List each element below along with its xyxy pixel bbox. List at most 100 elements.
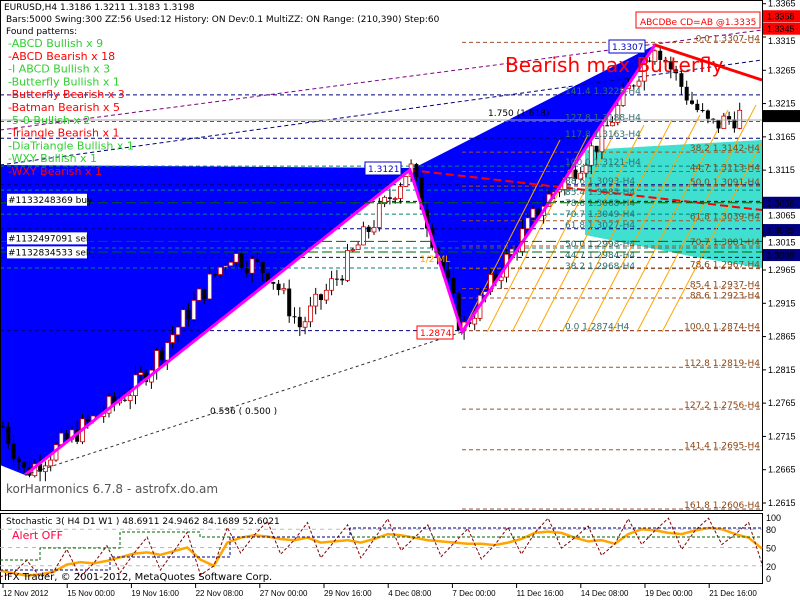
pattern-item[interactable]: -Butterfly Bullish x 1 xyxy=(8,75,120,88)
fib-left-label: 38.2 1.2968-H4 xyxy=(565,262,635,272)
candle-body xyxy=(668,61,673,70)
fib-left-label: 44.7 1.2984-H4 xyxy=(565,251,635,261)
point-b-box xyxy=(416,325,454,340)
fib-right-label: 141.4 1.2695-H4 xyxy=(684,442,760,452)
pattern-item[interactable]: -DiaTriangle Bullish x 1 xyxy=(8,139,134,152)
point-c-box xyxy=(608,39,646,54)
candle-body xyxy=(313,293,319,307)
pattern-list: -ABCD Bullish x 9-ABCD Bearish x 18-I AB… xyxy=(8,37,134,178)
candle-body xyxy=(440,257,445,271)
stoch-level-label: 0 xyxy=(766,574,771,584)
candle-body xyxy=(255,258,260,262)
price-badge-label: 1.3198 xyxy=(767,112,795,122)
fan-line xyxy=(561,119,673,333)
candle-body xyxy=(329,278,335,291)
price-tick-label: 1.3065 xyxy=(768,210,796,220)
price-axis[interactable]: 1.3365 1.3315 1.3265 1.3215 1.3165 1.3115 1.30… xyxy=(762,0,800,512)
pattern-zigzag xyxy=(24,44,657,477)
price-tick-label: 1.3365 xyxy=(768,0,796,9)
order-label[interactable]: #1132834533 sell xyxy=(8,248,91,258)
stoch-d1-line xyxy=(0,517,763,578)
pattern-item[interactable]: -Butterfly Bearish x 3 xyxy=(8,88,125,101)
candle-body xyxy=(578,172,584,180)
candle-body xyxy=(287,288,292,317)
candle-body xyxy=(180,309,186,328)
fib-left-label: 61.8 1.3027-H4 xyxy=(565,221,635,231)
fib-right-label: 88.6 1.2923-H4 xyxy=(690,292,760,302)
stoch-level-label: 50 xyxy=(766,544,776,554)
pattern-item[interactable]: -Batman Bearish x 5 xyxy=(8,101,120,114)
navy-trend-line xyxy=(0,59,763,166)
price-tick-label: 1.2715 xyxy=(768,431,796,441)
candle-body xyxy=(583,164,589,174)
candle-body xyxy=(536,208,541,216)
pattern-item[interactable]: -WXY Bearish x 1 xyxy=(8,165,102,178)
watermark: korHarmonics 6.7.8 - astrofx.do.am xyxy=(6,482,218,496)
pattern-item[interactable]: -ABCD Bullish x 9 xyxy=(8,37,103,50)
candle-body xyxy=(170,334,176,344)
pattern-item[interactable]: -I ABCD Bullish x 3 xyxy=(8,63,110,76)
fan-line xyxy=(511,129,617,333)
order-label-bg xyxy=(7,193,87,206)
time-axis[interactable]: 12 Nov 2012 15 Nov 00:00 19 Nov 16:00 22 No… xyxy=(2,584,757,598)
time-tick-label: 19 Nov 16:00 xyxy=(131,589,179,598)
price-badge-label: 1.3345 xyxy=(767,24,795,34)
fib-right-label: 61.8 1.3039-H4 xyxy=(690,213,760,223)
half-ml-label: 1/2 ML xyxy=(420,255,450,265)
time-tick-label: 4 Dec 08:00 xyxy=(388,589,432,598)
point-c-label: 1.3307 xyxy=(612,43,644,53)
fib-right-label: 70.7 1.3001-H4 xyxy=(690,238,760,248)
candle-body xyxy=(732,119,737,129)
stochastic-title: Stochastic 3( H4 D1 W1 ) 48.6911 24.9462… xyxy=(6,517,280,527)
candle-body xyxy=(403,176,409,187)
order-label-bg xyxy=(7,232,87,245)
candle-body xyxy=(223,265,229,268)
candle-body xyxy=(472,317,478,325)
pattern-fills xyxy=(0,45,762,475)
fib-left-label: 78.6 1.3068-H4 xyxy=(565,199,635,209)
bull-fill-abc xyxy=(410,45,655,332)
pattern-item[interactable]: -5-0 Bullish x 2 xyxy=(8,114,90,127)
price-tick-label: 1.2865 xyxy=(768,332,796,342)
candle-body xyxy=(414,163,419,178)
candle-body xyxy=(573,169,578,180)
candle-body xyxy=(302,321,308,328)
candle-body xyxy=(366,226,371,232)
fan-line xyxy=(611,109,729,333)
pattern-item[interactable]: -WXY Bullish x 1 xyxy=(8,152,97,165)
main-panel-frame xyxy=(0,0,763,511)
time-tick-label: 11 Dec 16:00 xyxy=(517,589,565,598)
candle-body xyxy=(387,197,392,199)
candle-body xyxy=(85,418,90,422)
candle-body xyxy=(652,50,658,62)
pattern-item[interactable]: -Triangle Bearish x 1 xyxy=(8,127,120,140)
candle-body xyxy=(695,103,700,111)
candle-body xyxy=(38,463,43,472)
price-tick-label: 1.3265 xyxy=(768,65,796,75)
order-label[interactable]: #1133248369 buy xyxy=(8,196,93,206)
candle-body xyxy=(340,278,345,281)
fib-left-label: 88.6 1.3093-H4 xyxy=(565,177,635,187)
order-label[interactable]: #1132497091 sell xyxy=(8,234,91,244)
fib-right-label: 44.7 1.3113-H4 xyxy=(690,163,760,173)
fan-line xyxy=(536,124,645,333)
alert-status[interactable]: Alert OFF xyxy=(12,529,63,542)
candle-body xyxy=(276,283,281,291)
copyright: IFX Trader, © 2001-2012, MetaQuotes Soft… xyxy=(4,572,272,583)
candle-body xyxy=(631,85,636,87)
candle-body xyxy=(323,289,329,301)
pattern-item[interactable]: -ABCD Bearish x 18 xyxy=(8,50,115,63)
order-lines[interactable]: #1133248369 buy #1132497091 sell #11328345… xyxy=(0,193,762,259)
candle-body xyxy=(446,270,451,278)
candle-body xyxy=(319,294,323,301)
candle-body xyxy=(281,288,287,291)
price-tick-label: 1.3165 xyxy=(768,132,796,142)
ratio-xb: 0.536 ( 0.500 ) xyxy=(210,407,277,417)
candle-body xyxy=(202,288,207,299)
candle-body xyxy=(75,429,80,442)
fib-right-label: 38.2 1.3142-H4 xyxy=(690,144,760,154)
candle-body xyxy=(217,266,223,275)
candle-body xyxy=(727,116,732,120)
price-tick-label: 1.2765 xyxy=(768,398,796,408)
